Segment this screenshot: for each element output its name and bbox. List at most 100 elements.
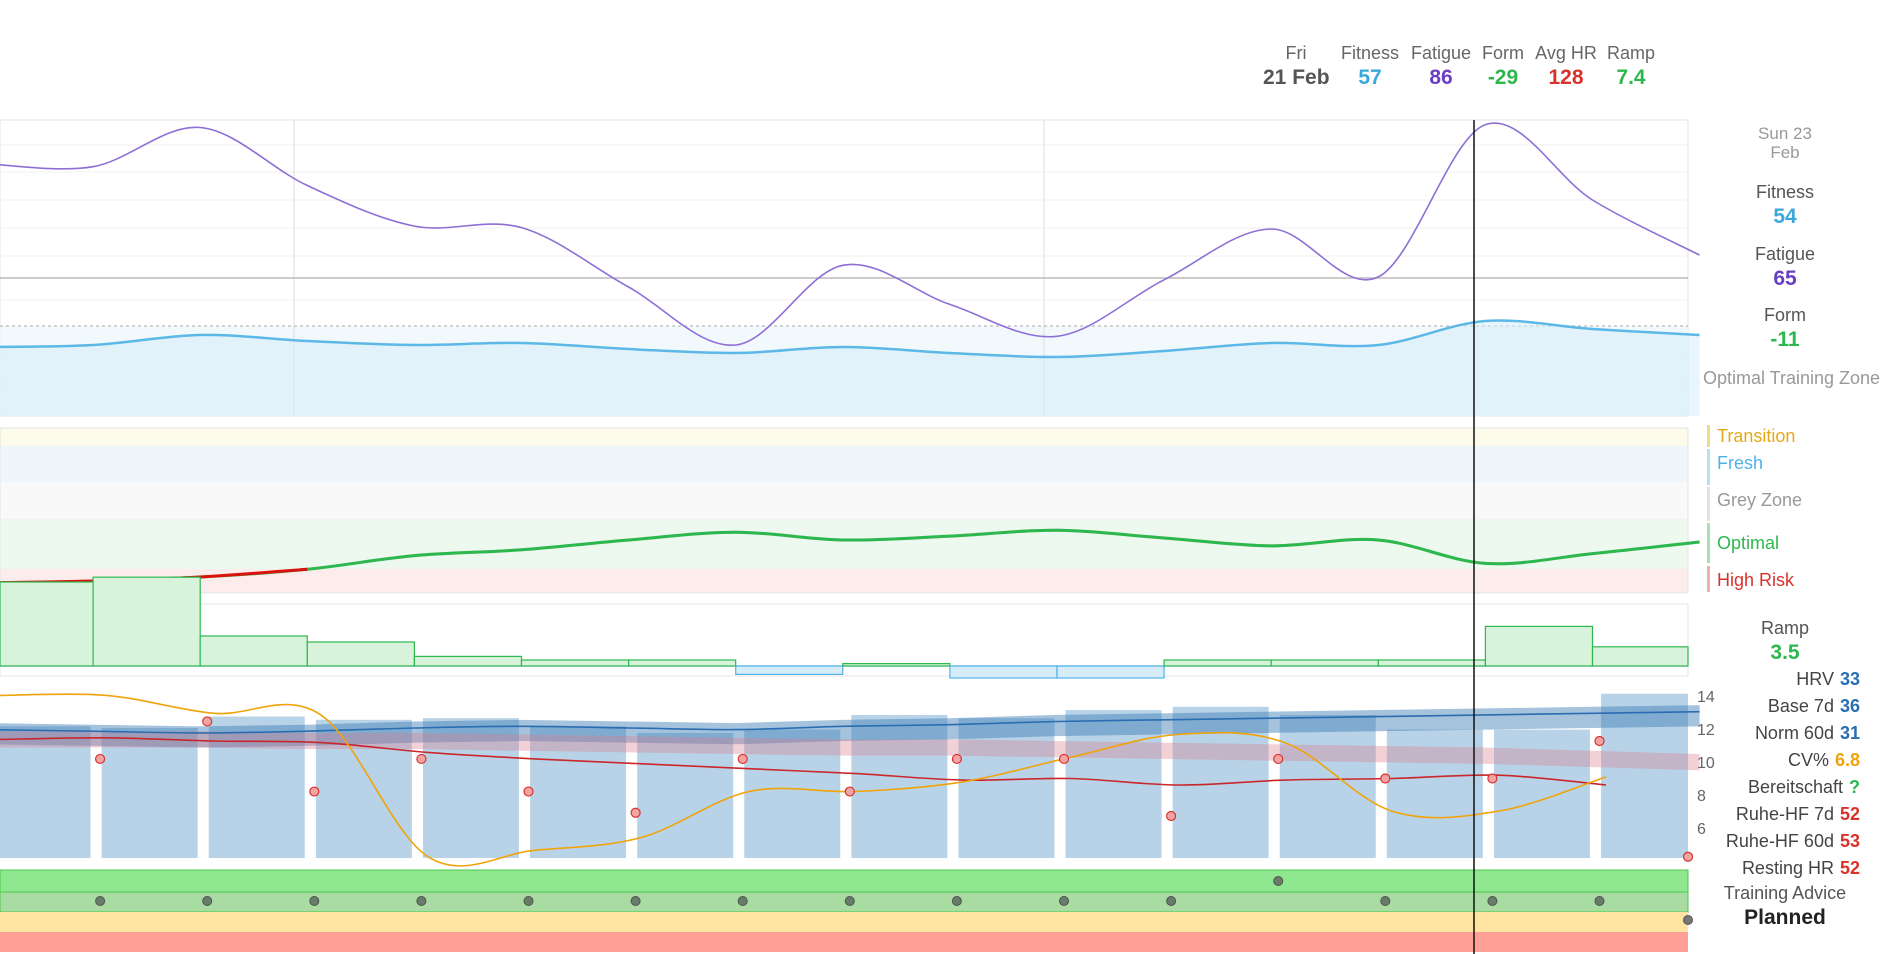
hrv-bar (1279, 714, 1376, 858)
form-optimal-line (93, 528, 1700, 583)
wellness-rhr7: Ruhe-HF 7d 52 (1736, 803, 1860, 825)
advice-dot (95, 896, 106, 906)
header-date: Fri 21 Feb (1263, 42, 1330, 92)
sidebar-form: Form -11 (1695, 304, 1875, 354)
resting-hr-point (94, 753, 106, 765)
hrv-bar (1601, 693, 1688, 858)
header-ramp-value: 7.4 (1616, 66, 1646, 89)
header-fitness: Fitness 57 (1337, 42, 1403, 92)
hrv-bar (208, 716, 305, 858)
hrv-bar (0, 726, 91, 858)
hrv-bar (1493, 729, 1590, 858)
wellness-norm60: Norm 60d 31 (1755, 722, 1860, 744)
cv-value: 6.8 (1834, 750, 1860, 770)
sidebar-fitness: Fitness 54 (1695, 181, 1875, 231)
base7-value: 36 (1839, 696, 1860, 716)
sidebar-fatigue: Fatigue 65 (1695, 243, 1875, 293)
zone-label-optimal: Optimal (1717, 533, 1780, 553)
wellness-hrv: HRV 33 (1796, 668, 1860, 690)
resting-hr-point (416, 753, 427, 765)
resting-hr-point (737, 753, 748, 765)
advice-dot (630, 896, 641, 906)
sidebar-ramp-label: Ramp (1760, 618, 1809, 638)
hrv-value: 33 (1839, 669, 1860, 689)
norm60-label: Norm 60d (1754, 723, 1834, 743)
wellness-rhr60: Ruhe-HF 60d 53 (1726, 830, 1860, 852)
header-day: Fri (1285, 43, 1307, 63)
ramp-step (842, 662, 951, 667)
header-avghr: Avg HR 128 (1533, 42, 1599, 92)
advice-dot (1166, 896, 1177, 906)
hrv-baseline-line (0, 710, 1700, 734)
cv-line (0, 693, 1607, 867)
wellness-base7: Base 7d 36 (1768, 695, 1860, 717)
resting-hr-point (1165, 810, 1177, 822)
advice-dots (95, 876, 1693, 925)
ramp-step (735, 665, 844, 675)
advice-dot-planned (1683, 915, 1693, 925)
ramp-step (949, 665, 1058, 679)
sidebar-date: Sun 23 Feb (1695, 124, 1875, 162)
header-form-value: -29 (1487, 66, 1519, 89)
rhr60-label: Ruhe-HF 60d (1725, 831, 1834, 851)
base7-label: Base 7d (1767, 696, 1834, 716)
ramp-step (306, 641, 415, 667)
ramp-step (0, 581, 94, 667)
hrv-bar (530, 726, 627, 858)
wellness-rhr: Resting HR 52 (1742, 857, 1860, 879)
ramp-step (1484, 625, 1594, 667)
header-ramp: Ramp 7.4 (1603, 42, 1659, 92)
axis-tick-10: 10 (1697, 755, 1715, 772)
header-avghr-value: 128 (1548, 66, 1584, 89)
fatigue-line (0, 122, 1700, 346)
hrv-bar (958, 718, 1055, 858)
rhr-value: 52 (1839, 858, 1860, 878)
cv-label: CV% (1787, 750, 1829, 770)
wellness-panel (0, 690, 1700, 867)
advice-dot (1273, 876, 1284, 886)
ramp-step (1163, 659, 1272, 667)
ramp-step (1270, 659, 1379, 667)
fitness-fatigue-panel (0, 119, 1700, 417)
ramp-panel (0, 576, 1689, 679)
ramp-step (1591, 646, 1689, 667)
advice-dot (202, 896, 213, 906)
header-form: Form -29 (1478, 42, 1528, 92)
zone-label-transition: Transition (1717, 426, 1796, 446)
form-zone-panel (0, 427, 1700, 594)
zone-bar-transition (1707, 425, 1710, 447)
wellness-readiness: Bereitschaft? (1748, 776, 1860, 798)
header-fatigue-label: Fatigue (1410, 43, 1472, 63)
sidebar-ramp-value: 3.5 (1770, 641, 1800, 664)
resting-hr-point (1273, 753, 1284, 765)
resting-hr-point (1682, 851, 1694, 862)
zone-bar-grey (1707, 487, 1710, 521)
header-form-label: Form (1482, 43, 1524, 63)
hrv-bar (744, 729, 841, 858)
rhr7-value: 52 (1839, 804, 1860, 824)
ramp-step (627, 659, 737, 667)
axis-tick-6: 6 (1697, 821, 1706, 838)
axis-tick-8: 8 (1697, 788, 1706, 805)
hrv-label: HRV (1796, 669, 1834, 689)
advice-dot (1059, 896, 1069, 906)
sidebar-fatigue-label: Fatigue (1754, 244, 1816, 264)
zone-bar-optimal (1707, 523, 1710, 563)
sidebar-fatigue-value: 65 (1773, 267, 1797, 290)
norm60-value: 31 (1839, 723, 1860, 743)
sidebar-zone-name: Optimal Training Zone (1702, 368, 1881, 388)
sidebar-date-line1: Sun 23 (1758, 124, 1812, 143)
header-fitness-value: 57 (1358, 66, 1382, 89)
ramp-step (520, 659, 630, 667)
sidebar-fitness-label: Fitness (1755, 182, 1815, 202)
resting-hr-point (844, 786, 855, 797)
axis-tick-12: 12 (1697, 722, 1715, 739)
zone-bar-high-risk (1707, 566, 1710, 592)
resting-hr-point (1058, 753, 1070, 765)
ramp-steps (0, 576, 1689, 679)
resting-hr-point (951, 753, 963, 765)
resting-hr-point (309, 786, 320, 797)
readiness-value: ? (1849, 777, 1860, 797)
resting-hr-point (1594, 735, 1605, 747)
